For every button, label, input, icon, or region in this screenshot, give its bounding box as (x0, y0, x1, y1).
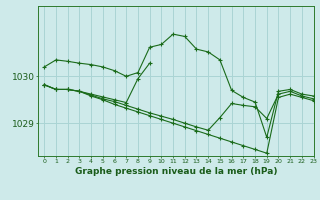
X-axis label: Graphe pression niveau de la mer (hPa): Graphe pression niveau de la mer (hPa) (75, 167, 277, 176)
